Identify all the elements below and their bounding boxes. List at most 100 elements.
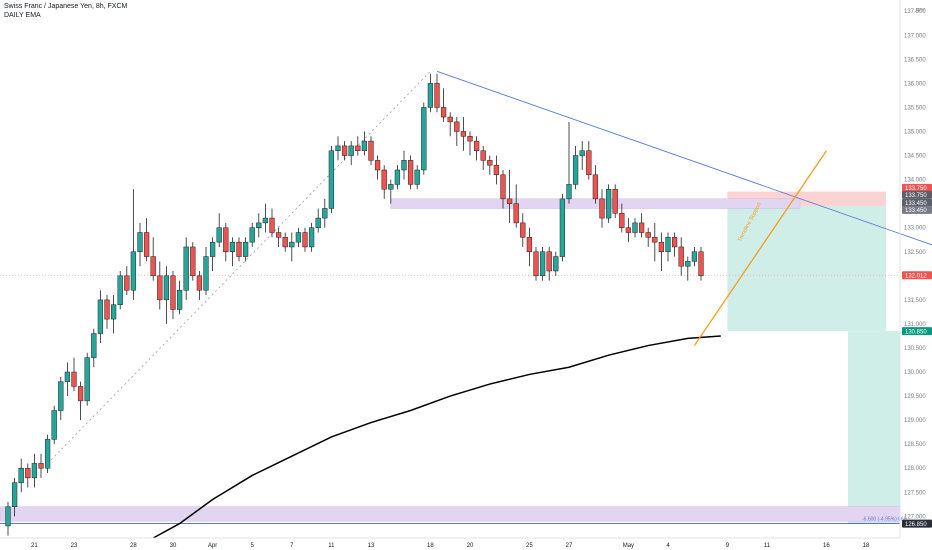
candle-body xyxy=(553,256,559,272)
candle-body xyxy=(249,227,255,243)
time-tick-label: 16 xyxy=(823,543,830,549)
candle-body xyxy=(572,155,579,185)
price-tag-bg xyxy=(902,190,932,199)
candle-body xyxy=(487,160,493,166)
candle-body xyxy=(64,371,71,382)
price-tag: 133.750 xyxy=(902,183,932,192)
candle-body xyxy=(190,246,196,277)
candle-body xyxy=(685,261,691,267)
trendline-rising-dotted xyxy=(47,71,431,464)
price-tick-label: 131.500 xyxy=(904,298,926,304)
candle-body xyxy=(546,251,552,272)
currency-label: JPY xyxy=(915,8,925,14)
candle-body xyxy=(592,174,599,200)
candle-body xyxy=(625,227,632,233)
support-zone xyxy=(0,506,901,522)
price-tag: 132.012 xyxy=(902,271,932,279)
candle-body xyxy=(315,217,321,228)
time-tick-label: 23 xyxy=(71,543,78,549)
candle-body xyxy=(282,237,288,248)
candle-body xyxy=(302,232,308,248)
price-tick-label: 132.500 xyxy=(904,250,926,256)
candle-body xyxy=(440,107,447,118)
candle-body xyxy=(97,299,104,334)
candle-body xyxy=(209,241,216,257)
price-tag-label: 133.450 xyxy=(905,208,927,214)
candle-body xyxy=(467,136,473,142)
candle-body xyxy=(124,275,130,291)
time-axis[interactable]: 21 23 28 30 Apr 5 7 11 13 18 20 25 27 May 4 9 11 16 18 xyxy=(0,537,900,549)
price-tick-label: 128.000 xyxy=(904,466,926,472)
price-tick-label: 127.500 xyxy=(904,490,926,496)
price-tick-label: 129.500 xyxy=(904,394,926,400)
candle-body xyxy=(18,467,24,483)
candle-body xyxy=(196,275,203,291)
time-tick-label: 11 xyxy=(764,543,771,549)
target-note: -6.600 (-4.95%) 660 xyxy=(862,517,907,523)
price-tag-label: 133.450 xyxy=(905,201,927,207)
candle-body xyxy=(566,184,572,200)
time-tick-label: May xyxy=(623,543,634,549)
candle-body xyxy=(322,208,328,219)
candle-body xyxy=(38,463,44,469)
candle-body xyxy=(355,145,361,151)
price-tag-label: 133.750 xyxy=(905,186,927,192)
candle-body xyxy=(645,232,651,238)
candle-body xyxy=(632,222,638,233)
candle-body xyxy=(223,227,229,253)
price-tick-label: 134.500 xyxy=(904,154,926,160)
candle-body xyxy=(5,506,11,527)
price-tag-label: 130.850 xyxy=(905,329,927,335)
candle-body xyxy=(539,251,546,277)
price-tick-label: 134.000 xyxy=(904,178,926,184)
candle-body xyxy=(526,237,533,253)
candle-body xyxy=(295,232,302,243)
candle-body xyxy=(163,275,170,301)
ema-line xyxy=(152,335,721,539)
candle-body xyxy=(216,227,222,243)
candle-body xyxy=(348,145,354,156)
candle-body xyxy=(671,237,678,248)
trendline-rising-orange xyxy=(693,150,827,346)
candle-body xyxy=(84,357,90,402)
indicator-label: DAILY EMA xyxy=(4,12,41,19)
price-axis[interactable]: JPY 127.000 127.500 128.000 128.500 129.000 12… xyxy=(899,0,932,538)
price-tag-bg xyxy=(902,519,932,528)
candle-body xyxy=(25,467,31,479)
price-tag-bg xyxy=(902,198,932,207)
price-tag-label: 133.750 xyxy=(905,193,927,199)
time-tick-label: 20 xyxy=(467,543,474,549)
candle-body xyxy=(58,381,64,411)
candle-body xyxy=(480,150,486,161)
candle-body xyxy=(341,145,348,156)
price-tick-label: 130.500 xyxy=(904,346,926,352)
candle-body xyxy=(335,145,341,151)
candle-body xyxy=(262,217,269,224)
price-tag-label: 126.850 xyxy=(905,522,927,528)
candle-body xyxy=(176,289,183,310)
candle-body xyxy=(374,160,381,171)
time-tick-label: 25 xyxy=(526,543,533,549)
price-tick-label: 137.500 xyxy=(904,9,926,15)
candle-body xyxy=(203,256,209,291)
candle-body xyxy=(447,116,453,123)
profit-box xyxy=(727,206,886,332)
candle-body xyxy=(11,482,18,507)
time-tick-label: 28 xyxy=(130,543,137,549)
candle-body xyxy=(269,217,275,233)
candle-body xyxy=(388,184,394,190)
candle-body xyxy=(183,246,189,291)
candle-body xyxy=(242,241,249,257)
price-tag-bg xyxy=(902,271,932,280)
candle-body xyxy=(71,371,77,387)
candle-body xyxy=(605,188,612,219)
candle-body xyxy=(381,169,387,190)
candle-body xyxy=(473,140,480,151)
candle-body xyxy=(506,198,513,204)
candle-body xyxy=(421,107,427,171)
candle-body xyxy=(117,275,123,305)
price-tag: 126.850 xyxy=(902,519,932,528)
price-tick-label: 135.500 xyxy=(904,105,926,111)
time-tick-label: Apr xyxy=(208,543,217,549)
